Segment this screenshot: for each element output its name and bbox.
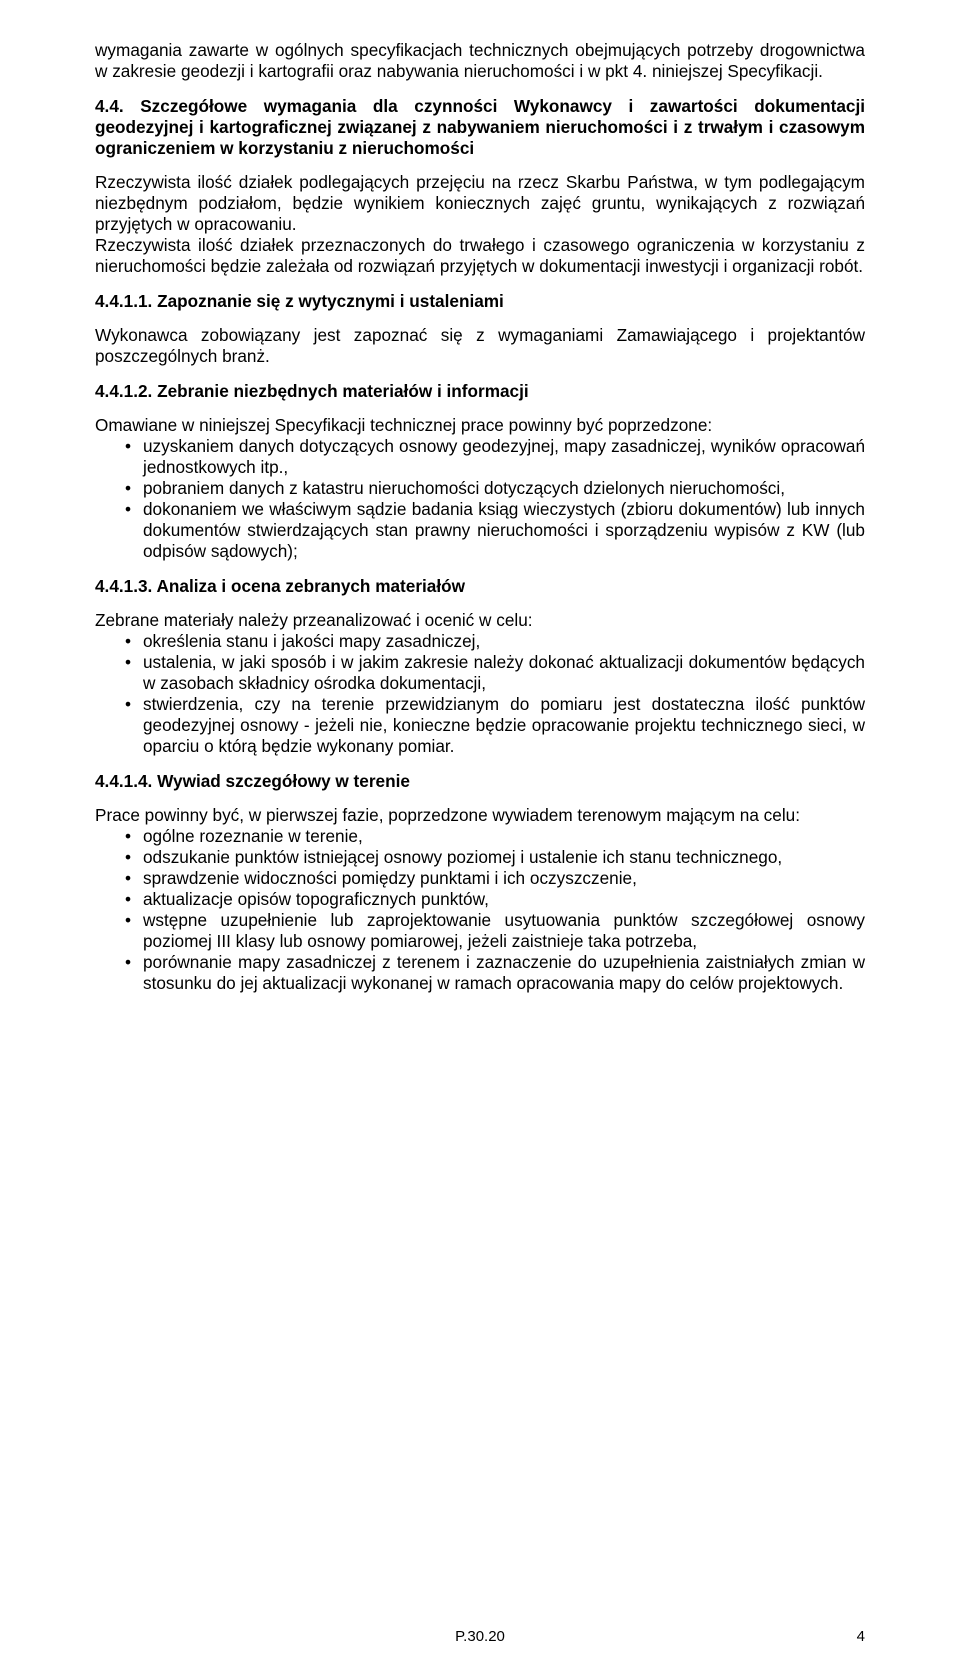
list-item: ustalenia, w jaki sposób i w jakim zakre… xyxy=(95,652,865,694)
list-item: dokonaniem we właściwym sądzie badania k… xyxy=(95,499,865,562)
list-item: aktualizacje opisów topograficznych punk… xyxy=(95,889,865,910)
footer-doc-code: P.30.20 xyxy=(455,1628,505,1645)
section-4-4-1-3-list: określenia stanu i jakości mapy zasadnic… xyxy=(95,631,865,757)
section-4-4-heading: 4.4. Szczegółowe wymagania dla czynności… xyxy=(95,96,865,159)
section-4-4-1-2-heading: 4.4.1.2. Zebranie niezbędnych materiałów… xyxy=(95,381,865,402)
list-item: porównanie mapy zasadniczej z terenem i … xyxy=(95,952,865,994)
section-4-4-1-1-heading: 4.4.1.1. Zapoznanie się z wytycznymi i u… xyxy=(95,291,865,312)
list-item: odszukanie punktów istniejącej osnowy po… xyxy=(95,847,865,868)
list-item: stwierdzenia, czy na terenie przewidzian… xyxy=(95,694,865,757)
section-4-4-1-4-heading: 4.4.1.4. Wywiad szczegółowy w terenie xyxy=(95,771,865,792)
section-4-4-1-2-intro: Omawiane w niniejszej Specyfikacji techn… xyxy=(95,415,865,436)
document-page: wymagania zawarte w ogólnych specyfikacj… xyxy=(0,0,960,1656)
section-4-4-1-1-body: Wykonawca zobowiązany jest zapoznać się … xyxy=(95,325,865,367)
list-item: pobraniem danych z katastru nieruchomośc… xyxy=(95,478,865,499)
section-4-4-1-4-list: ogólne rozeznanie w terenie, odszukanie … xyxy=(95,826,865,994)
intro-paragraph: wymagania zawarte w ogólnych specyfikacj… xyxy=(95,40,865,82)
list-item: ogólne rozeznanie w terenie, xyxy=(95,826,865,847)
list-item: sprawdzenie widoczności pomiędzy punktam… xyxy=(95,868,865,889)
list-item: uzyskaniem danych dotyczących osnowy geo… xyxy=(95,436,865,478)
section-4-4-1-3-intro: Zebrane materiały należy przeanalizować … xyxy=(95,610,865,631)
list-item: wstępne uzupełnienie lub zaprojektowanie… xyxy=(95,910,865,952)
section-4-4-body: Rzeczywista ilość działek podlegających … xyxy=(95,172,865,277)
section-4-4-1-4-intro: Prace powinny być, w pierwszej fazie, po… xyxy=(95,805,865,826)
list-item: określenia stanu i jakości mapy zasadnic… xyxy=(95,631,865,652)
section-4-4-1-3-heading: 4.4.1.3. Analiza i ocena zebranych mater… xyxy=(95,576,865,597)
footer-page-number: 4 xyxy=(857,1628,865,1645)
section-4-4-1-2-list: uzyskaniem danych dotyczących osnowy geo… xyxy=(95,436,865,562)
